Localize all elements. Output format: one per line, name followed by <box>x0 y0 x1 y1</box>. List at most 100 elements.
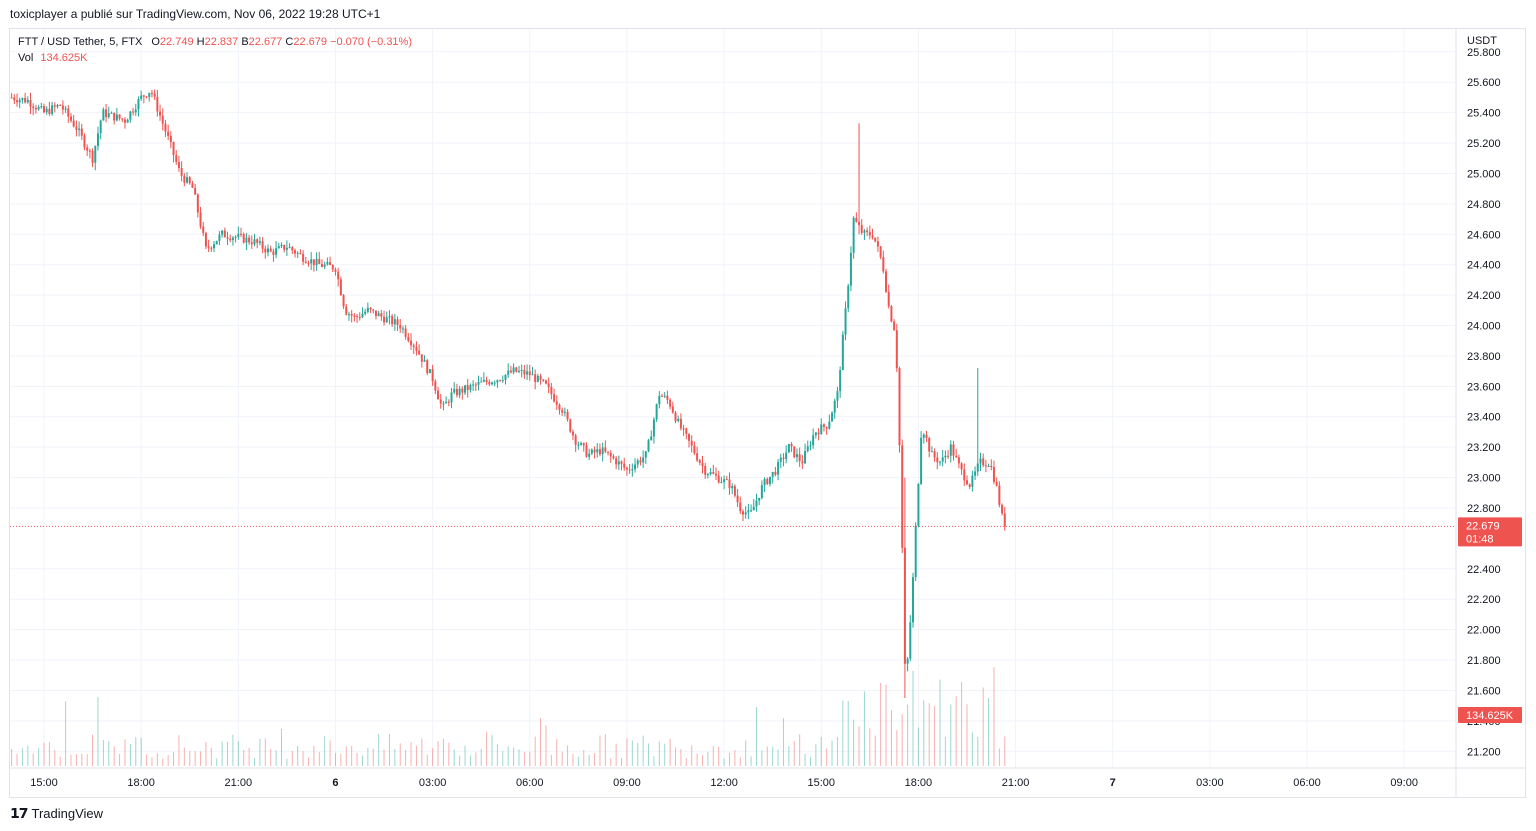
volume-bar <box>982 687 984 766</box>
candle-body <box>45 108 48 113</box>
candle-body <box>323 264 326 267</box>
volume-bar <box>853 719 855 766</box>
candle-body <box>528 371 531 376</box>
candle-body <box>231 237 234 241</box>
volume-bar <box>113 746 115 766</box>
candle-body <box>995 481 998 486</box>
candle-body <box>88 150 91 152</box>
volume-bar <box>491 735 493 766</box>
candle-body <box>669 399 672 407</box>
volume-bar <box>680 749 682 766</box>
candle-body <box>496 380 499 383</box>
price-tick-label: 24.200 <box>1467 290 1501 302</box>
volume-bar <box>793 740 795 766</box>
candle-body <box>685 428 688 434</box>
volume-bar <box>513 747 515 766</box>
volume-bar <box>820 736 822 766</box>
volume-bar <box>944 736 946 766</box>
symbol-label[interactable]: FTT / USD Tether, 5, FTX <box>18 36 143 48</box>
candle-body <box>974 471 977 476</box>
candle-body <box>29 99 32 107</box>
candle-body <box>499 380 502 382</box>
candle-body <box>547 383 550 387</box>
candle-body <box>18 99 21 103</box>
candle-body <box>134 109 137 113</box>
volume-bar <box>626 738 628 766</box>
candle-body <box>337 271 340 280</box>
volume-bar <box>934 706 936 766</box>
candle-body <box>310 259 313 264</box>
candle-body <box>326 262 329 265</box>
candle-body <box>704 466 707 475</box>
candle-body <box>580 443 583 445</box>
candle-body <box>339 279 342 296</box>
candle-body <box>941 457 944 462</box>
volume-bar <box>189 751 191 766</box>
candle-body <box>493 382 496 384</box>
price-tick-label: 23.400 <box>1467 412 1501 424</box>
candle-body <box>213 244 216 249</box>
candle-body <box>844 308 847 335</box>
candle-body <box>882 257 885 272</box>
candle-body <box>415 346 418 351</box>
candle-body <box>159 111 162 116</box>
candle-body <box>536 375 539 382</box>
price-tick-label: 25.800 <box>1467 47 1501 59</box>
candle-body <box>526 371 529 375</box>
candle-body <box>320 264 323 267</box>
candle-body <box>372 309 375 311</box>
volume-bar <box>971 732 973 766</box>
candle-body <box>307 262 310 264</box>
volume-bar <box>237 741 239 766</box>
candle-body <box>142 95 145 97</box>
candle-body <box>396 319 399 326</box>
tradingview-brand[interactable]: TradingView <box>31 806 104 821</box>
candle-body <box>714 473 717 476</box>
volume-bar <box>307 757 309 766</box>
candle-body <box>644 451 647 458</box>
volume-bar <box>48 742 50 766</box>
chart-frame <box>9 28 1526 798</box>
candle-body <box>885 271 888 292</box>
candle-body <box>682 428 685 430</box>
volume-bar <box>227 741 229 766</box>
volume-bar <box>334 753 336 766</box>
candle-body <box>153 93 156 97</box>
candle-body <box>712 472 715 474</box>
candle-body <box>164 123 167 132</box>
price-tick-label: 22.000 <box>1467 625 1501 637</box>
volume-bar <box>977 736 979 766</box>
volume-bar <box>65 701 67 766</box>
volume-bar <box>178 735 180 766</box>
price-tick-label: 21.200 <box>1467 746 1501 758</box>
candle-body <box>787 443 790 453</box>
candle-body <box>115 114 118 121</box>
candle-body <box>24 98 27 103</box>
volume-bar <box>297 746 299 766</box>
volume-bar <box>836 736 838 766</box>
candle-body <box>59 104 62 106</box>
time-tick-label: 18:00 <box>905 777 933 789</box>
candle-body <box>922 434 925 438</box>
volume-bar <box>356 752 358 766</box>
candle-body <box>242 234 245 243</box>
candle-body <box>747 510 750 513</box>
candle-body <box>507 370 510 375</box>
candle-body <box>407 336 410 341</box>
candle-body <box>72 120 75 127</box>
candle-body <box>698 460 701 463</box>
price-tick-label: 25.600 <box>1467 77 1501 89</box>
candle-body <box>347 314 350 316</box>
volume-bar <box>75 754 77 766</box>
volume-bar <box>200 751 202 766</box>
volume-bar <box>480 748 482 766</box>
volume-bar <box>809 757 811 766</box>
volume-bar <box>691 745 693 766</box>
candle-body <box>663 395 666 397</box>
candle-body <box>550 386 553 395</box>
volume-bar <box>156 753 158 766</box>
candle-body <box>812 435 815 446</box>
volume-bar <box>648 743 650 766</box>
candle-body <box>563 411 566 413</box>
